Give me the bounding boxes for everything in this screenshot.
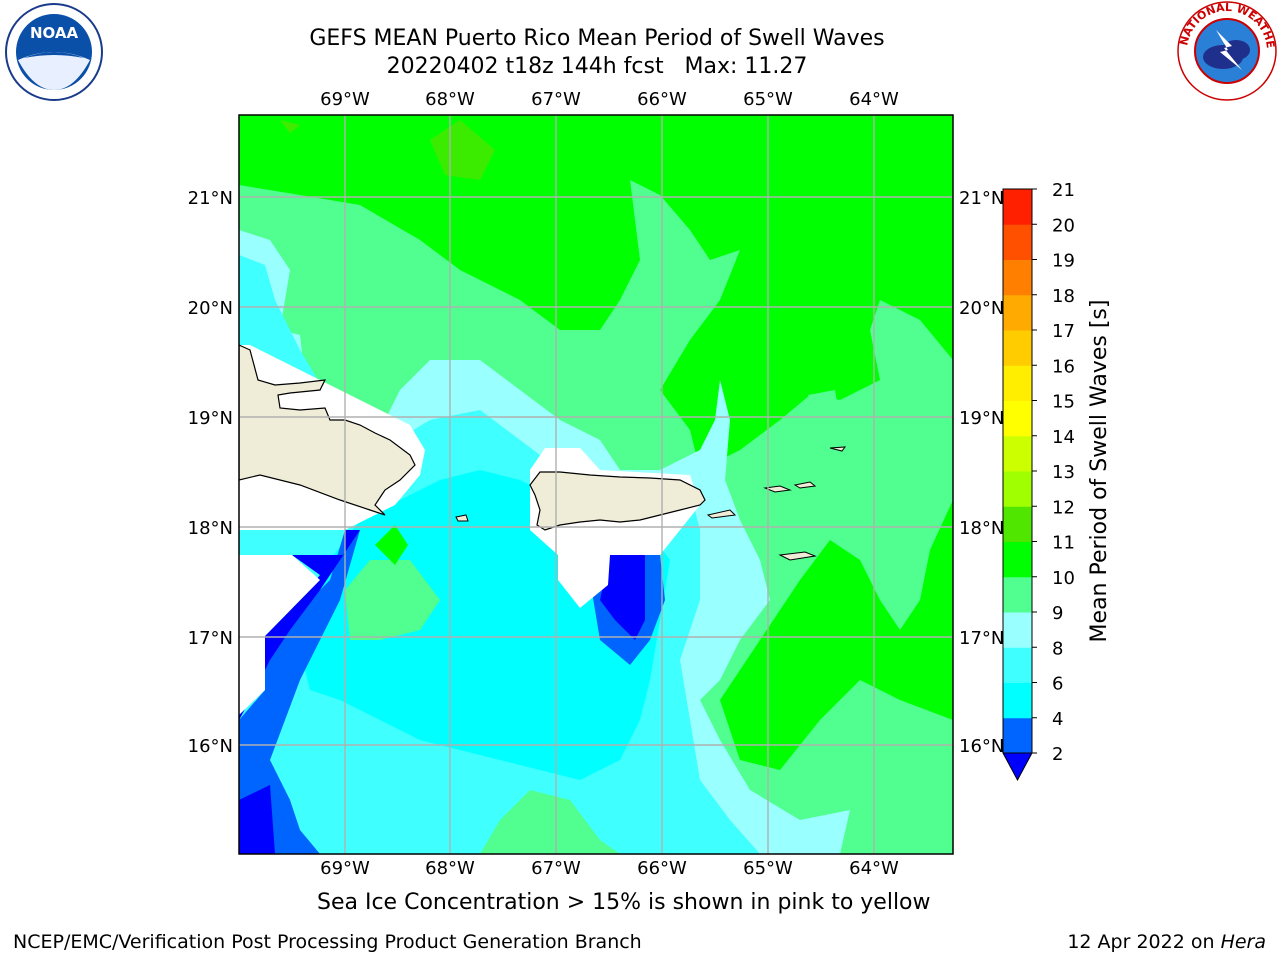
sea-ice-note: Sea Ice Concentration > 15% is shown in … (317, 890, 931, 915)
lon-tick-label: 69°W (320, 89, 370, 110)
colorbar-extension (1002, 752, 1033, 782)
colorbar-segment (1003, 612, 1032, 648)
chart-title: GEFS MEAN Puerto Rico Mean Period of Swe… (309, 26, 885, 51)
map-frame (238, 114, 954, 855)
lon-tick-label: 69°W (320, 858, 370, 879)
lat-tick-label: 18°N (959, 518, 1004, 539)
colorbar-tick-label: 6 (1052, 674, 1063, 695)
swell-period-field (239, 115, 953, 854)
colorbar-tick-label: 16 (1052, 356, 1075, 377)
colorbar-segment (1003, 541, 1032, 578)
colorbar-tick-label: 21 (1052, 180, 1075, 201)
colorbar-tick-label: 11 (1052, 533, 1075, 554)
lon-tick-label: 64°W (849, 89, 899, 110)
colorbar-tick-label: 4 (1052, 709, 1063, 730)
lat-tick-label: 19°N (188, 408, 233, 429)
lon-tick-label: 66°W (637, 89, 687, 110)
colorbar-tick-label: 9 (1052, 603, 1063, 624)
lon-tick-label: 68°W (425, 858, 475, 879)
colorbar-segment (1003, 365, 1032, 401)
colorbar-segment (1003, 435, 1032, 472)
lat-tick-label: 21°N (959, 188, 1004, 209)
colorbar-segment (1003, 471, 1032, 507)
colorbar-segment (1003, 576, 1032, 613)
colorbar-tick-label: 19 (1052, 251, 1075, 272)
lat-tick-label: 21°N (188, 188, 233, 209)
colorbar-tick-label: 17 (1052, 321, 1075, 342)
lat-tick-label: 19°N (959, 408, 1004, 429)
lon-tick-label: 64°W (849, 858, 899, 879)
colorbar-tick-label: 8 (1052, 638, 1063, 659)
colorbar-label: Mean Period of Swell Waves [s] (1087, 300, 1112, 643)
colorbar-segment (1003, 506, 1032, 542)
latitude-labels-left: 21°N 20°N 19°N 18°N 17°N 16°N (188, 188, 233, 757)
colorbar-segment (1003, 717, 1032, 754)
chart-subtitle: 20220402 t18z 144h fcst Max: 11.27 (386, 54, 808, 79)
colorbar-segment (1003, 647, 1032, 683)
lat-tick-label: 17°N (188, 628, 233, 649)
lon-tick-label: 67°W (531, 89, 581, 110)
colorbar-segment (1003, 682, 1032, 719)
lon-tick-label: 66°W (637, 858, 687, 879)
colorbar: 2 4 6 8 9 10 11 12 13 14 15 16 17 18 19 20 21 (1002, 180, 1075, 782)
lat-tick-label: 20°N (959, 298, 1004, 319)
colorbar-segment (1003, 259, 1032, 296)
colorbar-tick-label: 12 (1052, 497, 1075, 518)
colorbar-tick-label: 14 (1052, 427, 1075, 448)
colorbar-tick-label: 15 (1052, 392, 1075, 413)
colorbar-segment (1003, 400, 1032, 437)
lat-tick-label: 18°N (188, 518, 233, 539)
lon-tick-label: 68°W (425, 89, 475, 110)
nws-logo: NATIONAL WEATHER SERVICE (1176, 0, 1277, 101)
colorbar-tick-label: 10 (1052, 568, 1075, 589)
lon-tick-label: 65°W (743, 89, 793, 110)
lat-tick-label: 17°N (959, 628, 1004, 649)
colorbar-tick-label: 2 (1052, 744, 1063, 765)
lat-tick-label: 16°N (188, 736, 233, 757)
colorbar-segment (1003, 294, 1032, 331)
colorbar-segment (1003, 224, 1032, 260)
longitude-labels-top: 69°W 68°W 67°W 66°W 65°W 64°W (320, 89, 899, 110)
colorbar-tick-label: 20 (1052, 215, 1075, 236)
colorbar-segment (1003, 189, 1032, 225)
footer-date-text: 12 Apr 2022 on (1067, 931, 1221, 953)
latitude-labels-right: 21°N 20°N 19°N 18°N 17°N 16°N (959, 188, 1004, 757)
footer-host: Hera (1220, 931, 1266, 953)
colorbar-segment (1003, 330, 1032, 366)
lat-tick-label: 20°N (188, 298, 233, 319)
noaa-logo: NOAA (5, 3, 103, 101)
colorbar-tick-label: 13 (1052, 462, 1075, 483)
noaa-logo-text: NOAA (30, 24, 79, 42)
footer-date: 12 Apr 2022 on Hera (1067, 931, 1266, 953)
lat-tick-label: 16°N (959, 736, 1004, 757)
footer-credit: NCEP/EMC/Verification Post Processing Pr… (13, 931, 642, 953)
longitude-labels-bottom: 69°W 68°W 67°W 66°W 65°W 64°W (320, 858, 899, 879)
colorbar-tick-label: 18 (1052, 286, 1075, 307)
lon-tick-label: 67°W (531, 858, 581, 879)
lon-tick-label: 65°W (743, 858, 793, 879)
